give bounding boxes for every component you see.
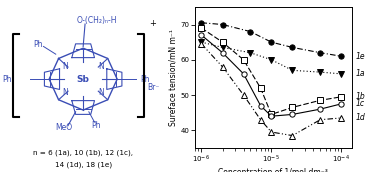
Text: N: N [98, 88, 104, 96]
Text: N: N [98, 62, 104, 71]
Text: Sb: Sb [77, 75, 90, 84]
Text: 1c: 1c [356, 99, 365, 108]
Text: 1a: 1a [356, 69, 365, 78]
Text: Ph: Ph [91, 121, 101, 130]
Text: n = 6 (1a), 10 (1b), 12 (1c),: n = 6 (1a), 10 (1b), 12 (1c), [33, 150, 133, 156]
Text: N: N [62, 62, 68, 71]
Text: O-(CH₂)ₙ-H: O-(CH₂)ₙ-H [76, 16, 117, 25]
Text: +: + [149, 19, 156, 28]
Text: MeO: MeO [56, 123, 73, 132]
Text: 1e: 1e [356, 52, 365, 61]
Text: Ph: Ph [140, 75, 149, 84]
Text: 1b: 1b [356, 92, 366, 101]
Text: Ph: Ph [2, 75, 11, 84]
Text: Ph: Ph [33, 40, 43, 49]
Text: Br⁻: Br⁻ [147, 83, 160, 92]
Y-axis label: Sureface tension/mN m⁻¹: Sureface tension/mN m⁻¹ [168, 29, 177, 126]
Text: N: N [62, 88, 68, 96]
Text: 14 (1d), 18 (1e): 14 (1d), 18 (1e) [54, 162, 112, 168]
Text: 1d: 1d [356, 114, 366, 122]
X-axis label: Concentration of 1/mol dm⁻³: Concentration of 1/mol dm⁻³ [218, 168, 328, 172]
